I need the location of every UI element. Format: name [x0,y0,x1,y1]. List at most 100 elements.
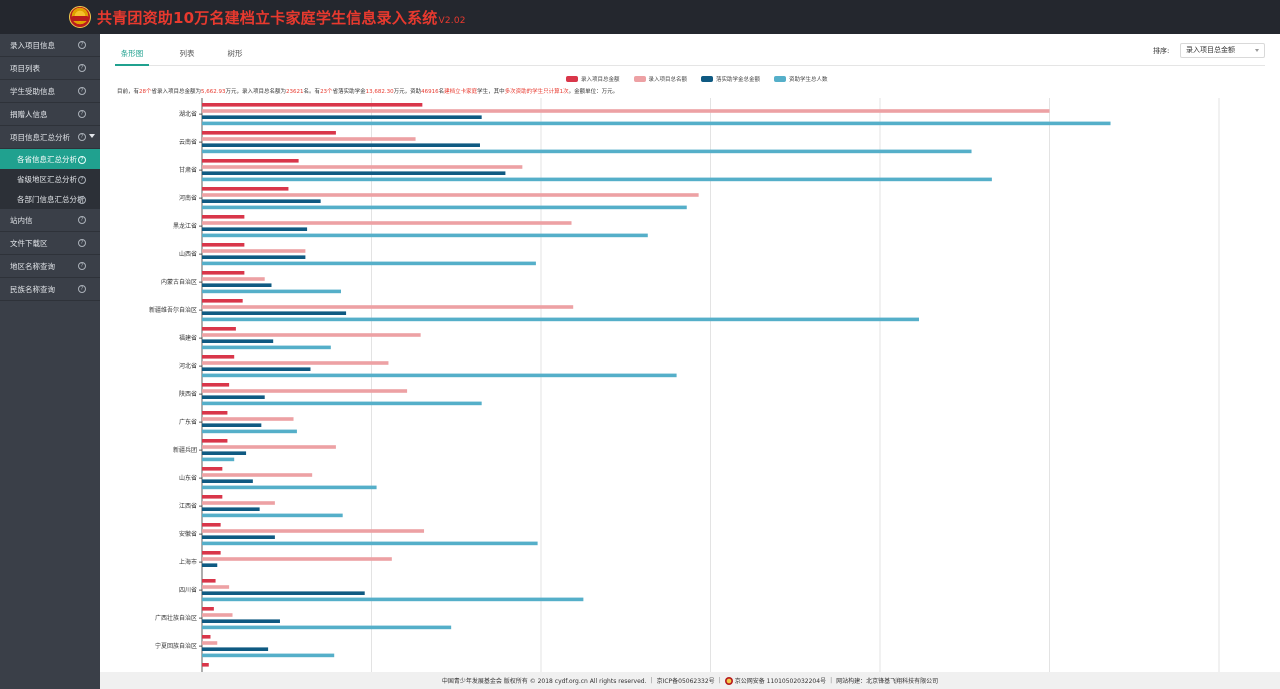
summary-funded-provinces: 23个 [320,89,333,95]
bar-2-3 [202,199,321,203]
legend-item[interactable]: 录入项目总金额 [566,74,620,84]
bar-1-18 [202,613,233,617]
sidebar-item-1[interactable]: 项目列表? [0,57,100,80]
sidebar-item-2[interactable]: 学生受助信息? [0,80,100,103]
bar-2-16 [202,563,218,567]
footer-police-link[interactable]: 京公网安备 11010502032204号 [734,678,827,685]
sidebar-item-label: 省级地区汇总分析 [17,174,77,184]
bar-2-18 [202,619,280,623]
sort-select[interactable]: 录入项目总金额 [1180,43,1265,58]
bar-trailing [202,663,209,667]
sidebar-item-5[interactable]: 各省信息汇总分析? [0,149,100,169]
bar-1-13 [202,473,313,477]
sidebar-item-label: 地区名称查询 [10,261,55,271]
bar-0-3 [202,187,289,191]
sidebar-item-4[interactable]: 项目信息汇总分析? [0,126,100,149]
sidebar-item-10[interactable]: 地区名称查询? [0,255,100,278]
app-title-text: 共青团资助10万名建档立卡家庭学生信息录入系统 [97,9,438,27]
category-label: 福建省 [179,334,197,342]
help-icon[interactable]: ? [78,41,86,49]
police-badge-icon [724,676,733,685]
bar-2-6 [202,283,272,287]
bar-0-8 [202,327,236,331]
bar-1-14 [202,501,275,505]
bar-0-1 [202,131,336,135]
bar-1-17 [202,585,230,589]
summary-part: 名。有 [303,89,321,95]
tab-bar-chart[interactable]: 条形图 [115,48,149,66]
bar-0-19 [202,635,211,639]
footer-icp-link[interactable]: 京ICP备05062332号 [656,678,715,685]
help-icon[interactable]: ? [78,110,86,118]
bar-3-6 [202,289,341,294]
bar-1-9 [202,361,389,365]
sidebar-item-11[interactable]: 民族名称查询? [0,278,100,301]
legend-label: 落实助学金总金额 [716,77,761,83]
sort-label: 排序: [1153,47,1170,55]
legend-label: 录入项目总金额 [581,77,620,83]
sidebar-item-label: 项目信息汇总分析 [10,132,70,142]
legend-swatch [701,76,714,82]
legend-swatch [566,76,578,82]
sidebar: 录入项目信息? 项目列表? 学生受助信息? 捐赠人信息? 项目信息汇总分析? 各省信息汇总… [0,34,100,689]
category-label: 四川省 [179,586,197,594]
bar-2-19 [202,647,269,651]
sidebar-item-6[interactable]: 省级地区汇总分析? [0,169,100,189]
help-icon[interactable]: ? [78,216,86,224]
bar-0-11 [202,411,228,415]
category-label: 江西省 [179,502,197,510]
view-tabs: 条形图 列表 树形 [115,48,1265,66]
bar-3-11 [202,429,297,434]
help-icon[interactable]: ? [78,262,86,270]
youth-league-logo-icon [69,6,91,28]
category-label: 宁夏回族自治区 [155,642,197,650]
bar-0-7 [202,299,243,303]
bar-0-6 [202,271,245,275]
bar-1-6 [202,277,265,281]
bar-2-17 [202,591,365,595]
sidebar-item-label: 民族名称查询 [10,284,55,294]
help-icon[interactable]: ? [78,196,86,204]
summary-part: 名 [438,89,445,95]
summary-total-amount: 5,662.93 [201,89,226,95]
help-icon[interactable]: ? [78,285,86,293]
help-icon[interactable]: ? [78,133,86,141]
bar-0-18 [202,607,214,611]
summary-part: 万元，资助 [393,89,422,95]
tab-tree[interactable]: 树形 [227,49,243,58]
tab-list[interactable]: 列表 [179,49,195,58]
summary-part: 省落实助学金 [332,89,366,95]
sidebar-item-7[interactable]: 各部门信息汇总分析? [0,189,100,209]
summary-funded-amount: 13,682.30 [365,89,394,95]
help-icon[interactable]: ? [78,176,86,184]
category-label: 安徽省 [179,530,197,538]
app-version: V2.02 [438,16,466,26]
bar-2-15 [202,535,275,539]
sidebar-item-3[interactable]: 捐赠人信息? [0,103,100,126]
bar-0-4 [202,215,245,219]
sidebar-item-0[interactable]: 录入项目信息? [0,34,100,57]
summary-part: 学生，其中 [477,89,505,95]
footer-builder: 网站构建：北京锋基飞翔科技有限公司 [836,678,939,685]
bar-3-18 [202,625,452,630]
bar-3-3 [202,205,687,210]
summary-total-quota: 23621 [286,89,304,95]
summary-students: 46916 [421,89,439,95]
bar-3-1 [202,149,972,154]
bar-0-10 [202,383,230,387]
help-icon[interactable]: ? [78,64,86,72]
summary-provinces: 28个 [139,89,152,95]
sidebar-item-label: 文件下载区 [10,238,48,248]
bar-2-14 [202,507,260,511]
bar-3-15 [202,541,538,546]
legend-item[interactable]: 资助学生总人数 [774,74,828,84]
help-icon[interactable]: ? [78,156,86,164]
sidebar-item-9[interactable]: 文件下载区? [0,232,100,255]
legend-item[interactable]: 落实助学金总金额 [701,74,760,84]
category-label: 甘肃省 [179,166,197,174]
help-icon[interactable]: ? [78,87,86,95]
category-label: 云南省 [179,138,197,146]
sidebar-item-8[interactable]: 站内信? [0,209,100,232]
legend-item[interactable]: 录入项目总名额 [633,74,687,84]
help-icon[interactable]: ? [78,239,86,247]
